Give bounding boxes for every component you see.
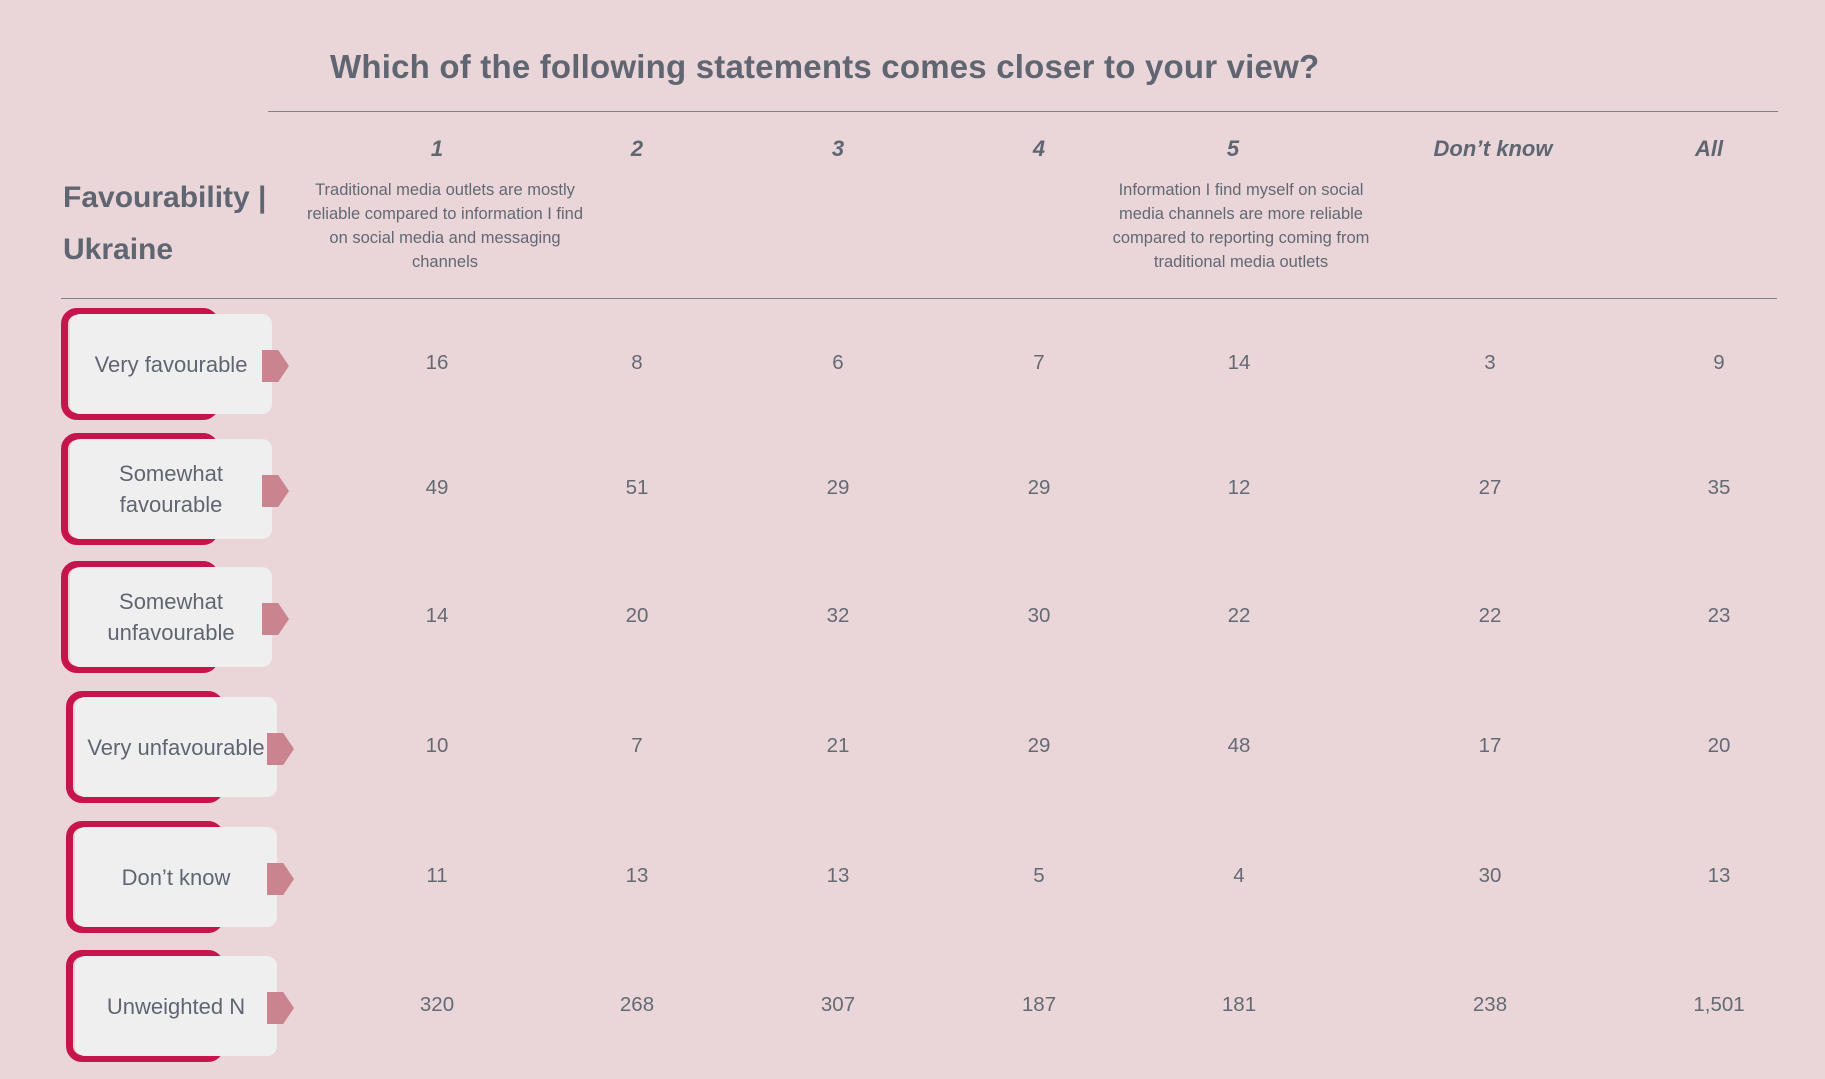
- table-cell: 7: [631, 734, 643, 757]
- table-cell: 238: [1472, 993, 1508, 1016]
- table-cell: 320: [419, 993, 455, 1016]
- table-cell: 7: [1033, 351, 1045, 374]
- column-header: 5: [1226, 136, 1240, 161]
- row-label-card: Somewhat unfavourable: [70, 567, 272, 667]
- table-cell: 268: [619, 993, 655, 1016]
- column-header: Don’t know: [1433, 136, 1553, 161]
- row-label-card: Very unfavourable: [75, 697, 277, 797]
- table-cell: 30: [1478, 864, 1502, 887]
- table-cell: 29: [1027, 734, 1051, 757]
- row-arrow-icon: [262, 603, 289, 635]
- row-arrow-icon: [267, 733, 294, 765]
- table-cell: 12: [1227, 476, 1251, 499]
- table-cell: 22: [1227, 604, 1251, 627]
- title-rule: [268, 111, 1778, 112]
- table-cell: 187: [1021, 993, 1057, 1016]
- row-label: Very favourable: [61, 308, 291, 420]
- column-header: 1: [430, 136, 444, 161]
- table-cell: 13: [1707, 864, 1731, 887]
- table-cell: 307: [820, 993, 856, 1016]
- table-cell: 27: [1478, 476, 1502, 499]
- table-cell: 35: [1707, 476, 1731, 499]
- row-label-card: Somewhat favourable: [70, 439, 272, 539]
- chart-title: Which of the following statements comes …: [330, 48, 1320, 85]
- row-label: Very unfavourable: [66, 691, 296, 803]
- row-label: Somewhat favourable: [61, 433, 291, 545]
- table-cell: 17: [1478, 734, 1502, 757]
- table-cell: 32: [826, 604, 850, 627]
- table-cell: 11: [426, 864, 448, 887]
- table-cell: 14: [425, 604, 449, 627]
- table-cell: 29: [826, 476, 850, 499]
- table-cell: 30: [1027, 604, 1051, 627]
- table-cell: 23: [1707, 604, 1731, 627]
- row-label-card: Don’t know: [75, 827, 277, 927]
- table-cell: 20: [1707, 734, 1731, 757]
- row-label: Unweighted N: [66, 950, 296, 1062]
- table-cell: 51: [625, 476, 649, 499]
- table-cell: 181: [1221, 993, 1257, 1016]
- row-arrow-icon: [262, 350, 289, 382]
- table-cell: 3: [1484, 351, 1496, 374]
- table-cell: 13: [625, 864, 649, 887]
- row-label-card: Unweighted N: [75, 956, 277, 1056]
- table-cell: 22: [1478, 604, 1502, 627]
- table-cell: 9: [1713, 351, 1725, 374]
- column-header: 3: [831, 136, 845, 161]
- row-label: Somewhat unfavourable: [61, 561, 291, 673]
- table-cell: 6: [832, 351, 844, 374]
- row-label-card: Very favourable: [70, 314, 272, 414]
- row-header: Favourability | Ukraine: [63, 181, 267, 266]
- row-label: Don’t know: [66, 821, 296, 933]
- table-cell: 16: [425, 351, 449, 374]
- table-cell: 29: [1027, 476, 1051, 499]
- column-header: 2: [630, 136, 644, 161]
- table-cell: 4: [1233, 864, 1245, 887]
- column-header: 4: [1032, 136, 1046, 161]
- table-cell: 8: [631, 351, 643, 374]
- column-header: All: [1694, 136, 1724, 161]
- table-cell: 49: [425, 476, 449, 499]
- table-cell: 21: [826, 734, 850, 757]
- header-rule: [61, 298, 1777, 299]
- table-cell: 14: [1227, 351, 1251, 374]
- table-cell: 1,501: [1693, 993, 1745, 1016]
- row-arrow-icon: [262, 475, 289, 507]
- row-arrow-icon: [267, 992, 294, 1024]
- column-description: Traditional media outlets are mostly rel…: [306, 181, 584, 271]
- row-arrow-icon: [267, 863, 294, 895]
- table-cell: 10: [425, 734, 449, 757]
- table-cell: 20: [625, 604, 649, 627]
- table-cell: 5: [1033, 864, 1045, 887]
- table-cell: 48: [1227, 734, 1251, 757]
- table-cell: 13: [826, 864, 850, 887]
- column-description: Information I find myself on social medi…: [1112, 181, 1370, 271]
